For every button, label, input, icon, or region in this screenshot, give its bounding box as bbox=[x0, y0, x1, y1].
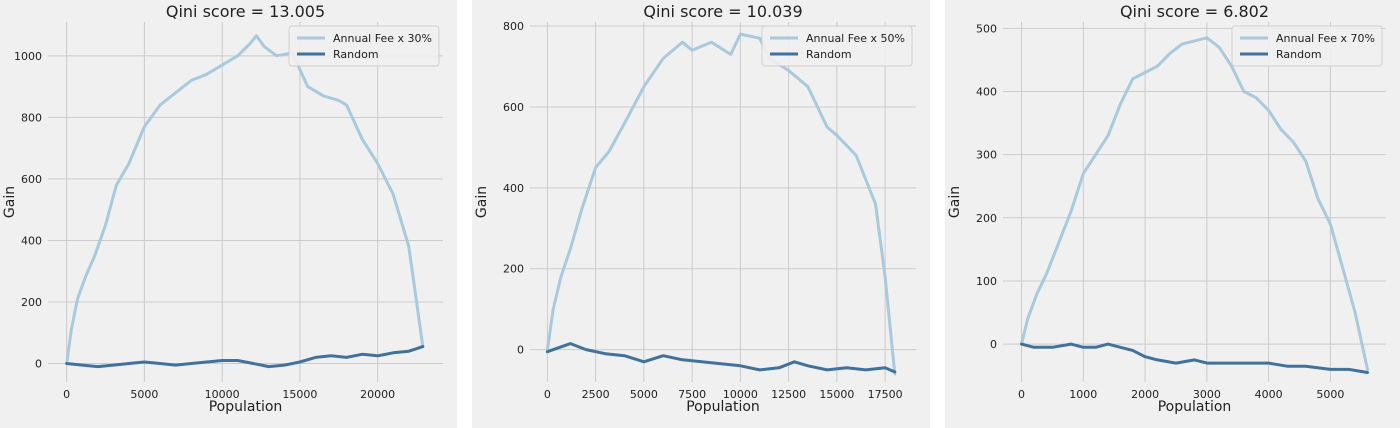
random-gain-line bbox=[65, 345, 425, 369]
x-tick-label: 12500 bbox=[771, 388, 806, 401]
grid bbox=[530, 22, 916, 382]
chart-canvas-1: 0 5000 10000 15000 20000 0 200 400 600 800 1000 Pop… bbox=[2, 2, 443, 415]
y-tick-label: 600 bbox=[21, 173, 42, 186]
chart-title: Qini score = 10.039 bbox=[643, 2, 802, 21]
chart-canvas-2: 0 2500 5000 7500 10000 12500 15000 17500 0 200 400… bbox=[474, 2, 916, 415]
legend-box bbox=[288, 25, 440, 67]
model-gain-line bbox=[1020, 36, 1369, 371]
y-axis-label: Gain bbox=[947, 186, 963, 218]
y-tick-label: 400 bbox=[21, 234, 42, 247]
y-tick-label: 0 bbox=[35, 358, 42, 371]
legend-label: Annual Fee x 50% bbox=[806, 32, 905, 45]
y-axis-label: Gain bbox=[2, 186, 18, 218]
x-tick-label: 1000 bbox=[1069, 388, 1097, 401]
x-tick-label: 0 bbox=[63, 388, 70, 401]
chart-canvas-3: 0 1000 2000 3000 4000 5000 0 100 200 300 400 500 Pop… bbox=[947, 2, 1386, 415]
x-tick-label: 10000 bbox=[723, 388, 758, 401]
x-tick-label: 17500 bbox=[868, 388, 903, 401]
x-tick-label: 0 bbox=[1018, 388, 1025, 401]
legend: Annual Fee x 70% Random bbox=[1231, 25, 1383, 67]
y-tick-label: 800 bbox=[21, 111, 42, 124]
y-tick-label: 300 bbox=[976, 149, 997, 162]
y-tick-label: 500 bbox=[976, 22, 997, 35]
legend-label: Annual Fee x 30% bbox=[333, 32, 432, 45]
x-tick-label: 15000 bbox=[282, 388, 317, 401]
legend: Annual Fee x 30% Random bbox=[288, 25, 440, 67]
x-axis-label: Population bbox=[209, 399, 283, 415]
x-tick-label: 5000 bbox=[1316, 388, 1344, 401]
grid bbox=[1003, 22, 1386, 382]
qini-chart-3: 0 1000 2000 3000 4000 5000 0 100 200 300 400 500 Pop… bbox=[945, 0, 1400, 428]
x-axis-label: Population bbox=[1158, 399, 1232, 415]
model-gain-line bbox=[65, 34, 425, 365]
y-tick-label: 1000 bbox=[14, 50, 42, 63]
chart-title: Qini score = 6.802 bbox=[1120, 2, 1269, 21]
y-tick-label: 600 bbox=[503, 101, 524, 114]
y-tick-label: 0 bbox=[990, 338, 997, 351]
chart-title: Qini score = 13.005 bbox=[166, 2, 325, 21]
legend-label: Random bbox=[1276, 48, 1322, 61]
qini-chart-2: 0 2500 5000 7500 10000 12500 15000 17500 0 200 400… bbox=[472, 0, 930, 428]
y-tick-label: 200 bbox=[21, 296, 42, 309]
x-tick-label: 20000 bbox=[360, 388, 395, 401]
y-tick-label: 100 bbox=[976, 275, 997, 288]
random-gain-line bbox=[545, 342, 897, 374]
x-tick-label: 5000 bbox=[630, 388, 658, 401]
x-tick-label: 3000 bbox=[1193, 388, 1221, 401]
random-gain-line bbox=[1020, 342, 1369, 374]
y-tick-label: 400 bbox=[976, 85, 997, 98]
x-axis-label: Population bbox=[686, 399, 760, 415]
x-tick-label: 7500 bbox=[678, 388, 706, 401]
model-gain-line bbox=[545, 32, 897, 376]
x-tick-label: 2000 bbox=[1131, 388, 1159, 401]
y-tick-label: 400 bbox=[503, 182, 524, 195]
legend-box bbox=[761, 25, 913, 67]
qini-chart-1: 0 5000 10000 15000 20000 0 200 400 600 800 1000 Pop… bbox=[0, 0, 457, 428]
legend-box bbox=[1231, 25, 1383, 67]
x-tick-label: 15000 bbox=[819, 388, 854, 401]
x-tick-label: 4000 bbox=[1255, 388, 1283, 401]
x-tick-label: 5000 bbox=[130, 388, 158, 401]
legend: Annual Fee x 50% Random bbox=[761, 25, 913, 67]
y-tick-label: 200 bbox=[976, 212, 997, 225]
legend-label: Annual Fee x 70% bbox=[1276, 32, 1375, 45]
y-tick-label: 200 bbox=[503, 263, 524, 276]
y-tick-label: 800 bbox=[503, 20, 524, 33]
legend-label: Random bbox=[333, 48, 379, 61]
y-tick-label: 0 bbox=[517, 344, 524, 357]
x-tick-label: 2500 bbox=[582, 388, 610, 401]
x-tick-label: 0 bbox=[544, 388, 551, 401]
x-tick-label: 10000 bbox=[205, 388, 240, 401]
legend-label: Random bbox=[806, 48, 852, 61]
grid bbox=[48, 22, 443, 382]
y-axis-label: Gain bbox=[474, 186, 490, 218]
